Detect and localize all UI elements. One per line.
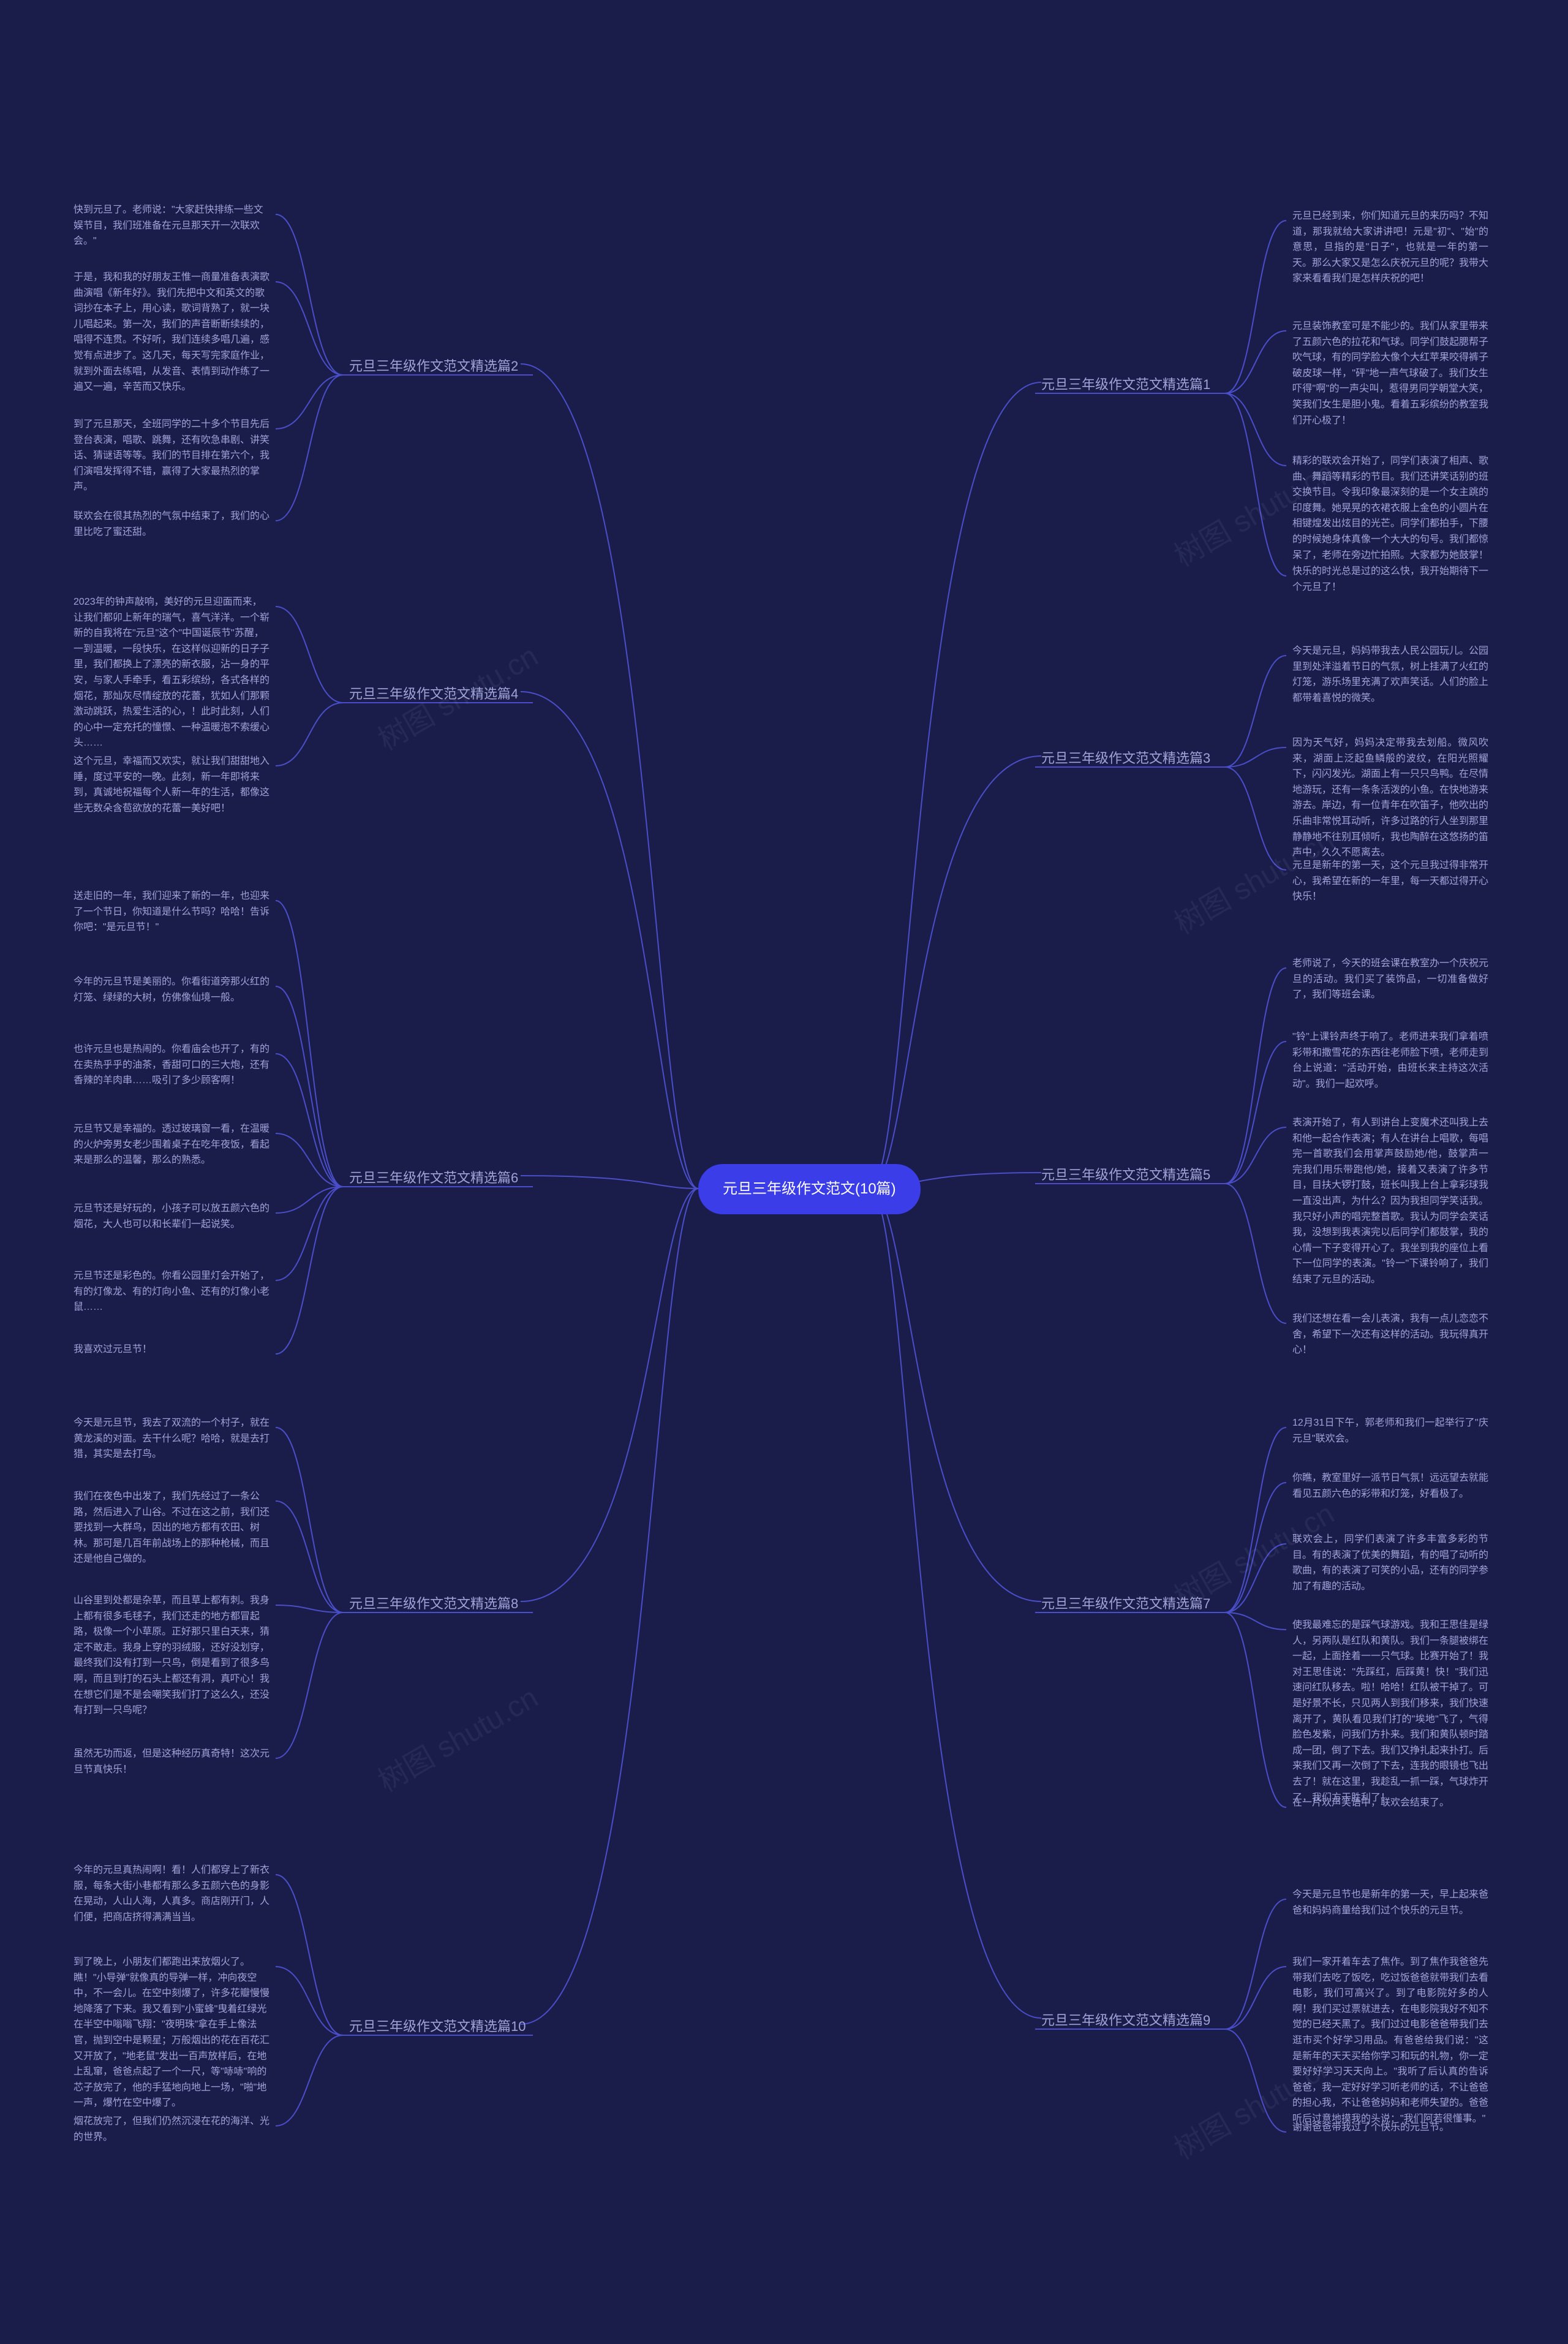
leaf-text: 元旦节还是好玩的，小孩子可以放五颜六色的烟花，大人也可以和长辈们一起说笑。 [74, 1201, 270, 1232]
leaf-text: 快乐的时光总是过的这么快，我开始期待下一个元旦了！ [1292, 564, 1488, 595]
leaf-text: 联欢会在很其热烈的气氛中结束了，我们的心里比吃了蜜还甜。 [74, 508, 270, 540]
leaf-text: 到了晚上，小朋友们都跑出来放烟火了。瞧！"小导弹"就像真的导弹一样，冲向夜空中，… [74, 1954, 270, 2111]
branch-label: 元旦三年级作文范文精选篇6 [349, 1167, 518, 1187]
leaf-text: 元旦已经到来，你们知道元旦的来历吗？不知道，那我就给大家讲讲吧！元是"初"、"始… [1292, 208, 1488, 287]
branch-label: 元旦三年级作文范文精选篇4 [349, 683, 518, 703]
leaf-text: 虽然无功而返，但是这种经历真奇特！这次元旦节真快乐！ [74, 1746, 270, 1777]
branch-label: 元旦三年级作文范文精选篇3 [1041, 747, 1210, 767]
leaf-text: 元旦装饰教室可是不能少的。我们从家里带来了五颜六色的拉花和气球。同学们鼓起腮帮子… [1292, 319, 1488, 428]
branch-label: 元旦三年级作文范文精选篇2 [349, 355, 518, 375]
leaf-text: 今年的元旦节是美丽的。你看街道旁那火红的灯笼、绿绿的大树，仿佛像仙境一般。 [74, 974, 270, 1005]
leaf-text: 表演开始了，有人到讲台上变魔术还叫我上去和他一起合作表演；有人在讲台上唱歌，每唱… [1292, 1115, 1488, 1288]
leaf-text: 精彩的联欢会开始了，同学们表演了相声、歌曲、舞蹈等精彩的节目。我们还讲笑话别的班… [1292, 453, 1488, 563]
leaf-text: 元旦节又是幸福的。透过玻璃窗一看，在温暖的火炉旁男女老少围着桌子在吃年夜饭，看起… [74, 1121, 270, 1168]
leaf-text: 烟花放完了，但我们仍然沉浸在花的海洋、光的世界。 [74, 2114, 270, 2145]
center-node: 元旦三年级作文范文(10篇) [698, 1164, 921, 1214]
leaf-text: 元旦是新年的第一天，这个元旦我过得非常开心，我希望在新的一年里，每一天都过得开心… [1292, 858, 1488, 905]
leaf-text: 我们一家开着车去了焦作。到了焦作我爸爸先带我们去吃了饭吃，吃过饭爸爸就带我们去看… [1292, 1954, 1488, 2127]
leaf-text: 使我最难忘的是踩气球游戏。我和王思佳是绿人，另两队是红队和黄队。我们一条腿被绑在… [1292, 1617, 1488, 1805]
leaf-text: 我们在夜色中出发了，我们先经过了一条公路，然后进入了山谷。不过在这之前，我们还要… [74, 1489, 270, 1567]
leaf-text: 这个元旦，幸福而又欢实，就让我们甜甜地入睡，度过平安的一晚。此刻，新一年即将来到… [74, 754, 270, 816]
leaf-text: 快到元旦了。老师说："大家赶快排练一些文娱节目，我们班准备在元旦那天开一次联欢会… [74, 202, 270, 249]
center-label: 元旦三年级作文范文(10篇) [723, 1181, 896, 1197]
leaf-text: 今年的元旦真热闹啊！看！人们都穿上了新衣服，每条大街小巷都有那么多五颜六色的身影… [74, 1862, 270, 1925]
branch-label: 元旦三年级作文范文精选篇8 [349, 1593, 518, 1612]
leaf-text: 你瞧，教室里好一派节日气氛！远远望去就能看见五颜六色的彩带和灯笼，好看极了。 [1292, 1470, 1488, 1502]
branch-label: 元旦三年级作文范文精选篇5 [1041, 1164, 1210, 1184]
leaf-text: 于是，我和我的好朋友王惟一商量准备表演歌曲演唱《新年好》。我们先把中文和英文的歌… [74, 270, 270, 395]
leaf-text: 因为天气好，妈妈决定带我去划船。微风吹来，湖面上泛起鱼鳞般的波纹，在阳光照耀下，… [1292, 735, 1488, 861]
branch-label: 元旦三年级作文范文精选篇7 [1041, 1593, 1210, 1612]
leaf-text: 12月31日下午，郭老师和我们一起举行了"庆元旦"联欢会。 [1292, 1415, 1488, 1446]
branch-label: 元旦三年级作文范文精选篇1 [1041, 374, 1210, 393]
leaf-text: 联欢会上，同学们表演了许多丰富多彩的节目。有的表演了优美的舞蹈，有的唱了动听的歌… [1292, 1532, 1488, 1594]
leaf-text: 今天是元旦，妈妈带我去人民公园玩儿。公园里到处洋溢着节日的气氛，树上挂满了火红的… [1292, 643, 1488, 706]
leaf-text: "铃"上课铃声终于响了。老师进来我们拿着喷彩带和撒雪花的东西往老师脸下喷，老师走… [1292, 1029, 1488, 1092]
leaf-text: 到了元旦那天，全班同学的二十多个节目先后登台表演，唱歌、跳舞，还有吹急串剧、讲笑… [74, 417, 270, 495]
leaf-text: 我们还想在看一会儿表演，我有一点儿恋恋不舍，希望下一次还有这样的活动。我玩得真开… [1292, 1311, 1488, 1358]
watermark: 树图 shutu.cn [369, 1674, 545, 1800]
leaf-text: 我喜欢过元旦节！ [74, 1342, 270, 1358]
branch-label: 元旦三年级作文范文精选篇10 [349, 2016, 526, 2035]
leaf-text: 2023年的钟声敲响，美好的元旦迎面而来，让我们都卯上新年的瑞气，喜气洋洋。一个… [74, 594, 270, 751]
leaf-text: 今天是元旦节也是新年的第一天，早上起来爸爸和妈妈商量给我们过个快乐的元旦节。 [1292, 1887, 1488, 1918]
leaf-text: 山谷里到处都是杂草，而且草上都有刺。我身上都有很多毛毬子，我们还走的地方都冒起路… [74, 1593, 270, 1718]
leaf-text: 元旦节还是彩色的。你看公园里灯会开始了，有的灯像龙、有的灯向小鱼、还有的灯像小老… [74, 1268, 270, 1315]
leaf-text: 送走旧的一年，我们迎来了新的一年，也迎来了一个节日，你知道是什么节吗？哈哈！告诉… [74, 888, 270, 936]
leaf-text: 也许元旦也是热闹的。你看庙会也开了，有的在卖热乎乎的油茶，香甜可口的三大炮，还有… [74, 1042, 270, 1089]
leaf-text: 老师说了，今天的班会课在教室办一个庆祝元旦的活动。我们买了装饰品，一切准备做好了… [1292, 956, 1488, 1003]
leaf-text: 今天是元旦节，我去了双流的一个村子，就在黄龙溪的对面。去干什么呢？哈哈，就是去打… [74, 1415, 270, 1462]
leaf-text: 谢谢爸爸带我过了个快乐的元旦节。 [1292, 2120, 1488, 2136]
branch-label: 元旦三年级作文范文精选篇9 [1041, 2009, 1210, 2029]
leaf-text: 在一片欢声笑语中，联欢会结束了。 [1292, 1795, 1488, 1811]
